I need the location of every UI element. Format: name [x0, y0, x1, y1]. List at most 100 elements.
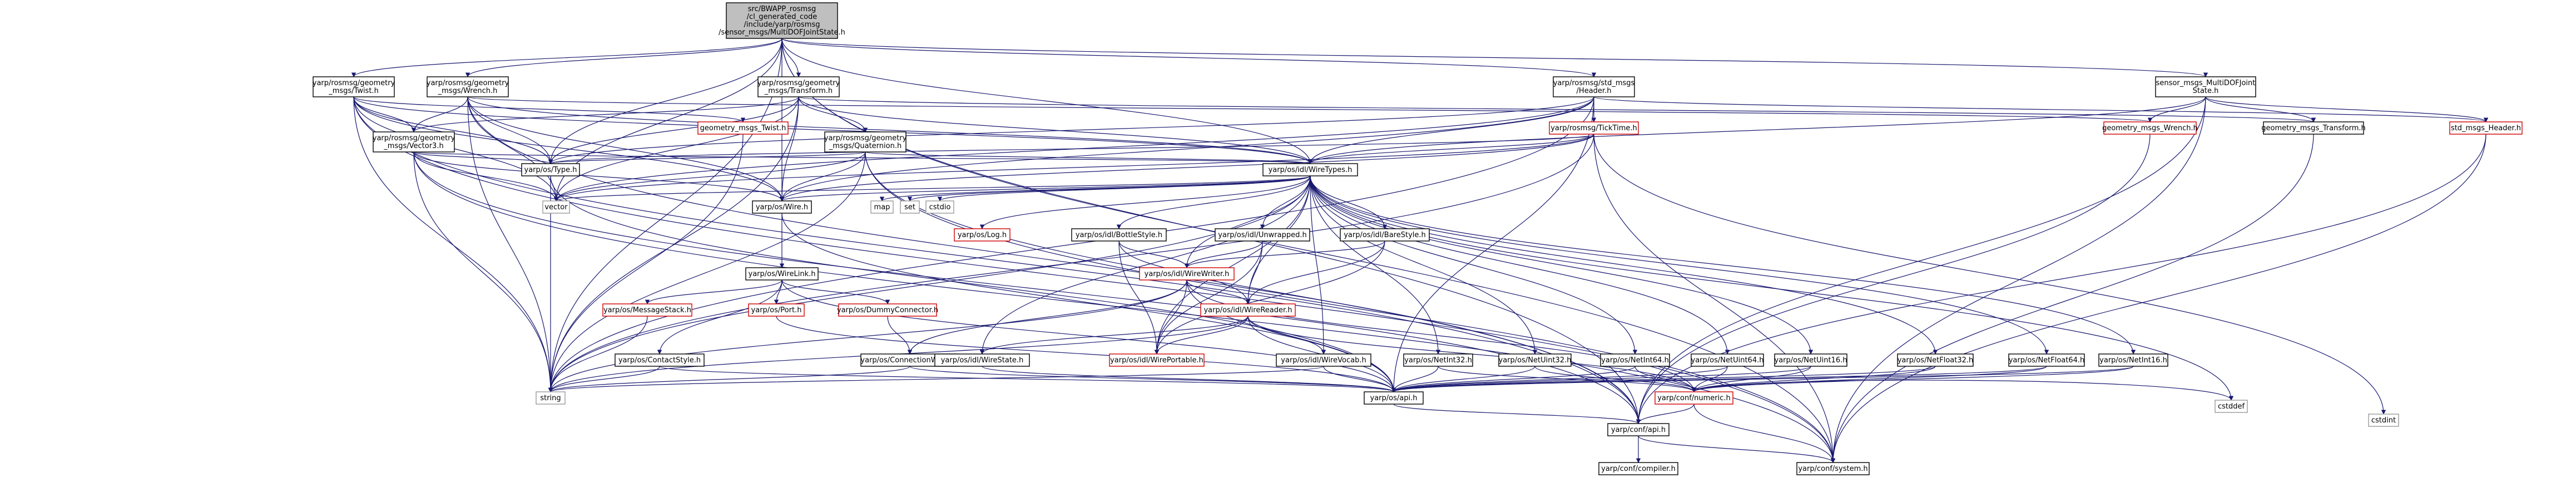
node-wirestate[interactable]: yarp/os/idl/WireState.h — [934, 353, 1030, 367]
node-contactstyle[interactable]: yarp/os/ContactStyle.h — [615, 353, 705, 367]
node-unwrapped[interactable]: yarp/os/idl/Unwrapped.h — [1215, 228, 1310, 242]
node-wiretypes[interactable]: yarp/os/idl/WireTypes.h — [1262, 163, 1358, 176]
node-vector3-h[interactable]: yarp/rosmsg/geometry_msgs/Vector3.h — [373, 131, 455, 153]
include-edge-ticktime-cstdint — [1593, 134, 2386, 415]
include-edge-wirevocab-string — [548, 366, 1324, 392]
include-edge-std_header-wire_h — [779, 96, 1594, 201]
include-edge-barestyle-wirereader — [1245, 240, 1385, 304]
node-wirewriter[interactable]: yarp/os/idl/WireWriter.h — [1139, 267, 1235, 281]
include-edge-root-multidof — [781, 38, 2208, 77]
node-dummyconn[interactable]: yarp/os/DummyConnector.h — [837, 303, 938, 317]
node-gm-twist[interactable]: geometry_msgs_Twist.h — [697, 121, 789, 135]
include-edge-twist_h-type_h — [353, 96, 553, 164]
node-netuint32[interactable]: yarp/os/NetUint32.h — [1498, 353, 1572, 367]
node-barestyle[interactable]: yarp/os/idl/BareStyle.h — [1340, 228, 1430, 242]
include-edge-std_header-os_api — [1391, 96, 1594, 392]
node-box — [697, 121, 789, 135]
node-os-api[interactable]: yarp/os/api.h — [1364, 391, 1424, 405]
node-wireportable[interactable]: yarp/os/idl/WirePortable.h — [1109, 353, 1205, 367]
include-edge-wirewriter-connwriter — [907, 279, 1187, 355]
include-edge-transform_h-wiretypes — [798, 96, 1313, 164]
node-label: yarp/rosmsg/std_msgs — [1553, 79, 1635, 87]
node-type-h[interactable]: yarp/os/Type.h — [521, 163, 580, 176]
include-edge-wirewriter-wireportable — [1154, 279, 1187, 355]
include-edge-wrench_h-string — [467, 96, 553, 392]
include-edge-wirewriter-wirereader — [1186, 279, 1251, 304]
include-edge-netuint64-os_api — [1391, 366, 1728, 392]
node-wirevocab[interactable]: yarp/os/idl/WireVocab.h — [1276, 353, 1371, 367]
node-box — [1654, 391, 1733, 405]
node-label: yarp/os/NetUint64.h — [1691, 356, 1764, 365]
node-label: yarp/rosmsg/geometry — [313, 79, 395, 87]
node-label: yarp/os/NetUint32.h — [1499, 356, 1572, 365]
node-netuint16[interactable]: yarp/os/NetUint16.h — [1774, 353, 1847, 367]
node-multidof[interactable]: sensor_msgs_MultiDOFJointState.h — [2155, 76, 2256, 97]
node-label: geometry_msgs_Wrench.h — [2102, 124, 2198, 132]
node-quaternion-h[interactable]: yarp/rosmsg/geometry_msgs/Quaternion.h — [824, 131, 907, 153]
include-edge-wiretypes-cstddef — [1310, 175, 2234, 401]
node-gm-wrench[interactable]: geometry_msgs_Wrench.h — [2102, 121, 2198, 135]
node-gm-transform[interactable]: geometry_msgs_Transform.h — [2261, 121, 2366, 135]
node-box — [1139, 267, 1235, 281]
node-box — [536, 391, 566, 405]
node-box — [2263, 121, 2364, 135]
include-edge-wiretypes-wirevocab — [1310, 175, 1326, 355]
include-edge-contactstyle-string — [548, 366, 660, 392]
node-std-header[interactable]: yarp/rosmsg/std_msgs/Header.h — [1553, 76, 1635, 97]
include-edge-gm_wrench-conf_api — [1636, 134, 2151, 424]
node-conf-api[interactable]: yarp/conf/api.h — [1607, 423, 1670, 436]
node-netfloat64[interactable]: yarp/os/NetFloat64.h — [2008, 353, 2085, 367]
node-netuint64[interactable]: yarp/os/NetUint64.h — [1691, 353, 1764, 367]
node-transform-h[interactable]: yarp/rosmsg/geometry_msgs/Transform.h — [757, 76, 840, 97]
node-twist-h[interactable]: yarp/rosmsg/geometry_msgs/Twist.h — [313, 76, 395, 97]
node-netint32[interactable]: yarp/os/NetInt32.h — [1403, 353, 1473, 367]
node-wirereader[interactable]: yarp/os/idl/WireReader.h — [1200, 303, 1296, 317]
node-box — [1796, 462, 1870, 475]
node-root[interactable]: src/BWAPP_rosmsg/cl_generated_code/inclu… — [719, 2, 845, 39]
node-label: yarp/os/idl/WireVocab.h — [1281, 356, 1366, 365]
node-netint16[interactable]: yarp/os/NetInt16.h — [2098, 353, 2168, 367]
include-edge-stdmsgs_header-conf_api — [1636, 134, 2486, 424]
include-edge-wirereader-wireportable — [1154, 316, 1249, 355]
include-edge-dummyconn-connwriter — [887, 316, 913, 355]
include-edge-root-type_h — [548, 38, 782, 164]
node-bottlestyle[interactable]: yarp/os/idl/BottleStyle.h — [1071, 228, 1167, 242]
node-box — [1553, 76, 1635, 97]
node-netfloat32[interactable]: yarp/os/NetFloat32.h — [1897, 353, 1974, 367]
include-edge-quaternion_h-vector — [553, 151, 866, 201]
node-box — [925, 200, 954, 214]
node-wire-h[interactable]: yarp/os/Wire.h — [752, 200, 812, 214]
node-numeric[interactable]: yarp/conf/numeric.h — [1654, 391, 1733, 405]
node-connwriter[interactable]: yarp/os/ConnectionWriter.h — [860, 353, 959, 367]
include-edge-wiretypes-cstdio — [938, 175, 1311, 201]
node-messagestack[interactable]: yarp/os/MessageStack.h — [602, 303, 692, 317]
include-edge-gm_twist-string — [548, 134, 744, 392]
node-label: yarp/conf/api.h — [1611, 426, 1666, 434]
node-stdmsgs-header[interactable]: std_msgs_Header.h — [2449, 121, 2523, 135]
node-box — [2449, 121, 2523, 135]
node-compiler[interactable]: yarp/conf/compiler.h — [1598, 462, 1678, 475]
node-label: yarp/os/NetFloat32.h — [1898, 356, 1974, 365]
node-ticktime[interactable]: yarp/rosmsg/TickTime.h — [1549, 121, 1639, 135]
include-edge-multidof-gm_wrench — [2147, 96, 2206, 122]
node-label: yarp/os/idl/WireTypes.h — [1269, 166, 1353, 174]
node-box — [1598, 462, 1678, 475]
node-label: src/BWAPP_rosmsg — [748, 5, 816, 13]
include-edge-twist_h-wiretypes — [353, 96, 1312, 164]
node-cstdio: cstdio — [925, 200, 954, 214]
include-edge-netuint32-os_api — [1391, 366, 1535, 392]
include-edge-multidof-conf_api — [1636, 96, 2206, 424]
node-system[interactable]: yarp/conf/system.h — [1796, 462, 1870, 475]
node-netint64[interactable]: yarp/os/NetInt64.h — [1600, 353, 1670, 367]
node-wrench-h[interactable]: yarp/rosmsg/geometry_msgs/Wrench.h — [427, 76, 509, 97]
node-log-h[interactable]: yarp/os/Log.h — [954, 228, 1010, 242]
node-box — [2155, 76, 2256, 97]
header-nodes: src/BWAPP_rosmsg/cl_generated_code/inclu… — [313, 2, 2523, 475]
node-wirelink[interactable]: yarp/os/WireLink.h — [745, 267, 819, 281]
include-edge-bottlestyle-wirewriter — [1118, 240, 1190, 268]
node-label: geometry_msgs_Twist.h — [700, 124, 786, 132]
include-edge-wiretypes-wireportable — [1154, 175, 1311, 355]
include-edge-wiretypes-netfloat32 — [1310, 175, 1938, 355]
node-port-h[interactable]: yarp/os/Port.h — [748, 303, 805, 317]
